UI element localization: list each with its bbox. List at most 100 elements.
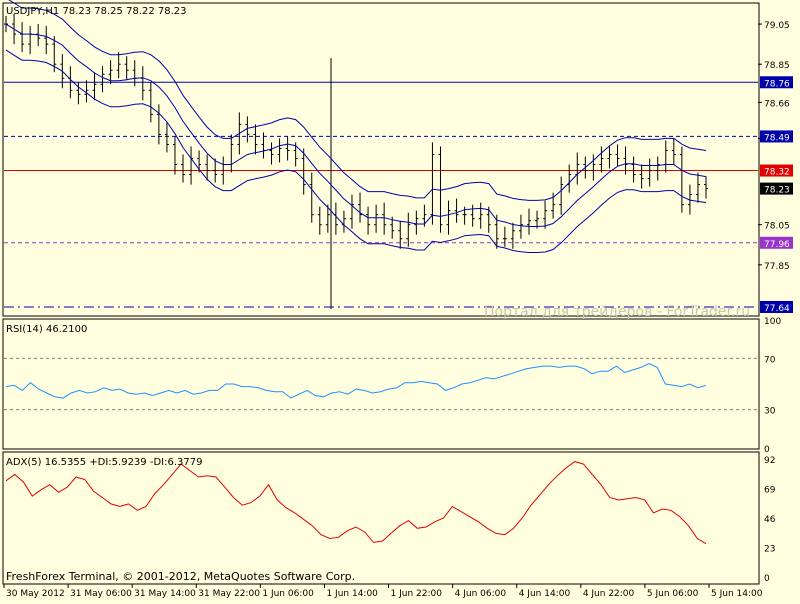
- price-bar: [526, 208, 531, 235]
- price-bar: [156, 104, 161, 145]
- adx-line: [5, 461, 707, 545]
- price-bar: [591, 154, 596, 181]
- level-badge: [760, 300, 793, 313]
- adx-panel-frame: [2, 451, 760, 585]
- price-bar: [28, 26, 33, 55]
- price-bar: [325, 204, 330, 233]
- price-bar: [301, 148, 306, 195]
- adx-axis-label: 0: [764, 574, 770, 584]
- price-tick-label: 78.05: [764, 222, 790, 232]
- time-tick-label: 4 Jun 14:00: [519, 589, 571, 599]
- price-bar: [704, 176, 708, 199]
- price-bar: [615, 144, 620, 167]
- price-bar: [438, 146, 443, 233]
- price-bar: [309, 172, 314, 223]
- level-badge: [760, 236, 793, 249]
- price-bar: [366, 206, 371, 235]
- price-bar: [446, 200, 451, 235]
- price-bar: [478, 202, 483, 229]
- price-bar: [100, 66, 105, 93]
- price-bar: [148, 82, 153, 123]
- price-bar: [285, 136, 290, 161]
- price-bar: [269, 142, 274, 165]
- level-badge-label: 78.23: [764, 186, 790, 196]
- time-tick-label: 4 Jun 06:00: [455, 589, 507, 599]
- adx-axis-label: 23: [764, 545, 775, 555]
- price-tick-label: 78.66: [764, 99, 790, 109]
- price-bar: [663, 140, 668, 173]
- symbol-header: USDJPY,H1 78.23 78.25 78.22 78.23: [6, 6, 187, 17]
- price-bar: [486, 206, 491, 233]
- price-bar: [518, 214, 523, 239]
- price-bar: [382, 202, 387, 235]
- price-bar: [189, 146, 194, 185]
- copyright-footer: FreshForex Terminal, © 2001-2012, MetaQu…: [6, 570, 355, 583]
- time-tick-label: 30 May 2012: [6, 589, 65, 599]
- price-bar: [535, 210, 540, 229]
- price-bar: [229, 134, 234, 173]
- rsi-axis-label: 70: [764, 355, 776, 365]
- rsi-panel-frame: [2, 318, 760, 450]
- watermark: Портал для трейдеров - ForTrader.ru: [484, 304, 750, 320]
- price-bar: [253, 124, 258, 155]
- price-bar: [559, 176, 564, 215]
- price-bar: [44, 26, 49, 55]
- price-bar: [205, 154, 210, 181]
- price-bar: [695, 172, 700, 203]
- time-tick-label: 5 Jun 06:00: [647, 589, 699, 599]
- level-badge-label: 78.49: [764, 133, 790, 143]
- price-bar: [510, 222, 515, 249]
- price-bar: [20, 22, 25, 53]
- time-tick-label: 1 Jun 06:00: [262, 589, 314, 599]
- rsi-header: RSI(14) 46.2100: [6, 324, 87, 335]
- time-tick-label: 31 May 22:00: [198, 589, 260, 599]
- price-bar: [607, 146, 612, 169]
- price-bar: [567, 164, 572, 193]
- time-axis: 30 May 2012 31 May 06:00 31 May 14:00 31 Ma…: [3, 584, 763, 599]
- time-tick-label: 4 Jun 22:00: [583, 589, 635, 599]
- adx-header: ADX(5) 16.5355 +DI:5.9239 -DI:6.3779: [6, 457, 202, 468]
- price-bar: [543, 200, 548, 229]
- rsi-panel: 100 70 30 0: [4, 317, 781, 455]
- price-bar: [430, 142, 435, 225]
- price-bar: [454, 198, 459, 223]
- level-badge-label: 77.96: [764, 240, 790, 250]
- time-tick-label: 1 Jun 14:00: [326, 589, 378, 599]
- price-axis: 79.0578.8578.6678.4878.0577.8578.7678.49…: [758, 21, 793, 314]
- time-tick-label: 31 May 06:00: [70, 589, 132, 599]
- price-bar: [575, 152, 580, 185]
- price-bar: [358, 192, 363, 223]
- price-bar: [470, 204, 475, 227]
- level-badge-label: 77.64: [764, 304, 790, 314]
- price-bar: [76, 82, 81, 105]
- price-bar: [599, 146, 604, 173]
- main-panel-frame: [2, 2, 760, 317]
- rsi-axis-label: 0: [764, 445, 770, 455]
- band-middle: [5, 23, 707, 227]
- time-tick-label: 5 Jun 14:00: [711, 589, 763, 599]
- rsi-line: [5, 362, 707, 399]
- price-bar: [84, 80, 89, 103]
- price-bar: [502, 226, 507, 247]
- rsi-axis-label: 30: [764, 407, 776, 417]
- level-badge: [760, 164, 793, 177]
- price-bar: [245, 116, 250, 143]
- price-bar: [172, 136, 177, 175]
- price-bar: [213, 158, 218, 183]
- adx-axis-label: 92: [764, 456, 775, 466]
- price-bar: [293, 142, 298, 167]
- price-bar: [92, 72, 97, 101]
- band-upper: [8, 0, 707, 201]
- price-bar: [422, 204, 427, 227]
- level-badge: [760, 182, 793, 195]
- price-bar: [390, 216, 395, 239]
- adx-panel: 92 69 46 23 0: [5, 456, 776, 584]
- time-tick-label: 1 Jun 22:00: [391, 589, 443, 599]
- rsi-axis-label: 100: [764, 317, 781, 327]
- price-bar: [639, 164, 644, 189]
- price-bar: [655, 156, 660, 181]
- price-bar: [623, 146, 628, 175]
- adx-axis-label: 69: [764, 486, 776, 496]
